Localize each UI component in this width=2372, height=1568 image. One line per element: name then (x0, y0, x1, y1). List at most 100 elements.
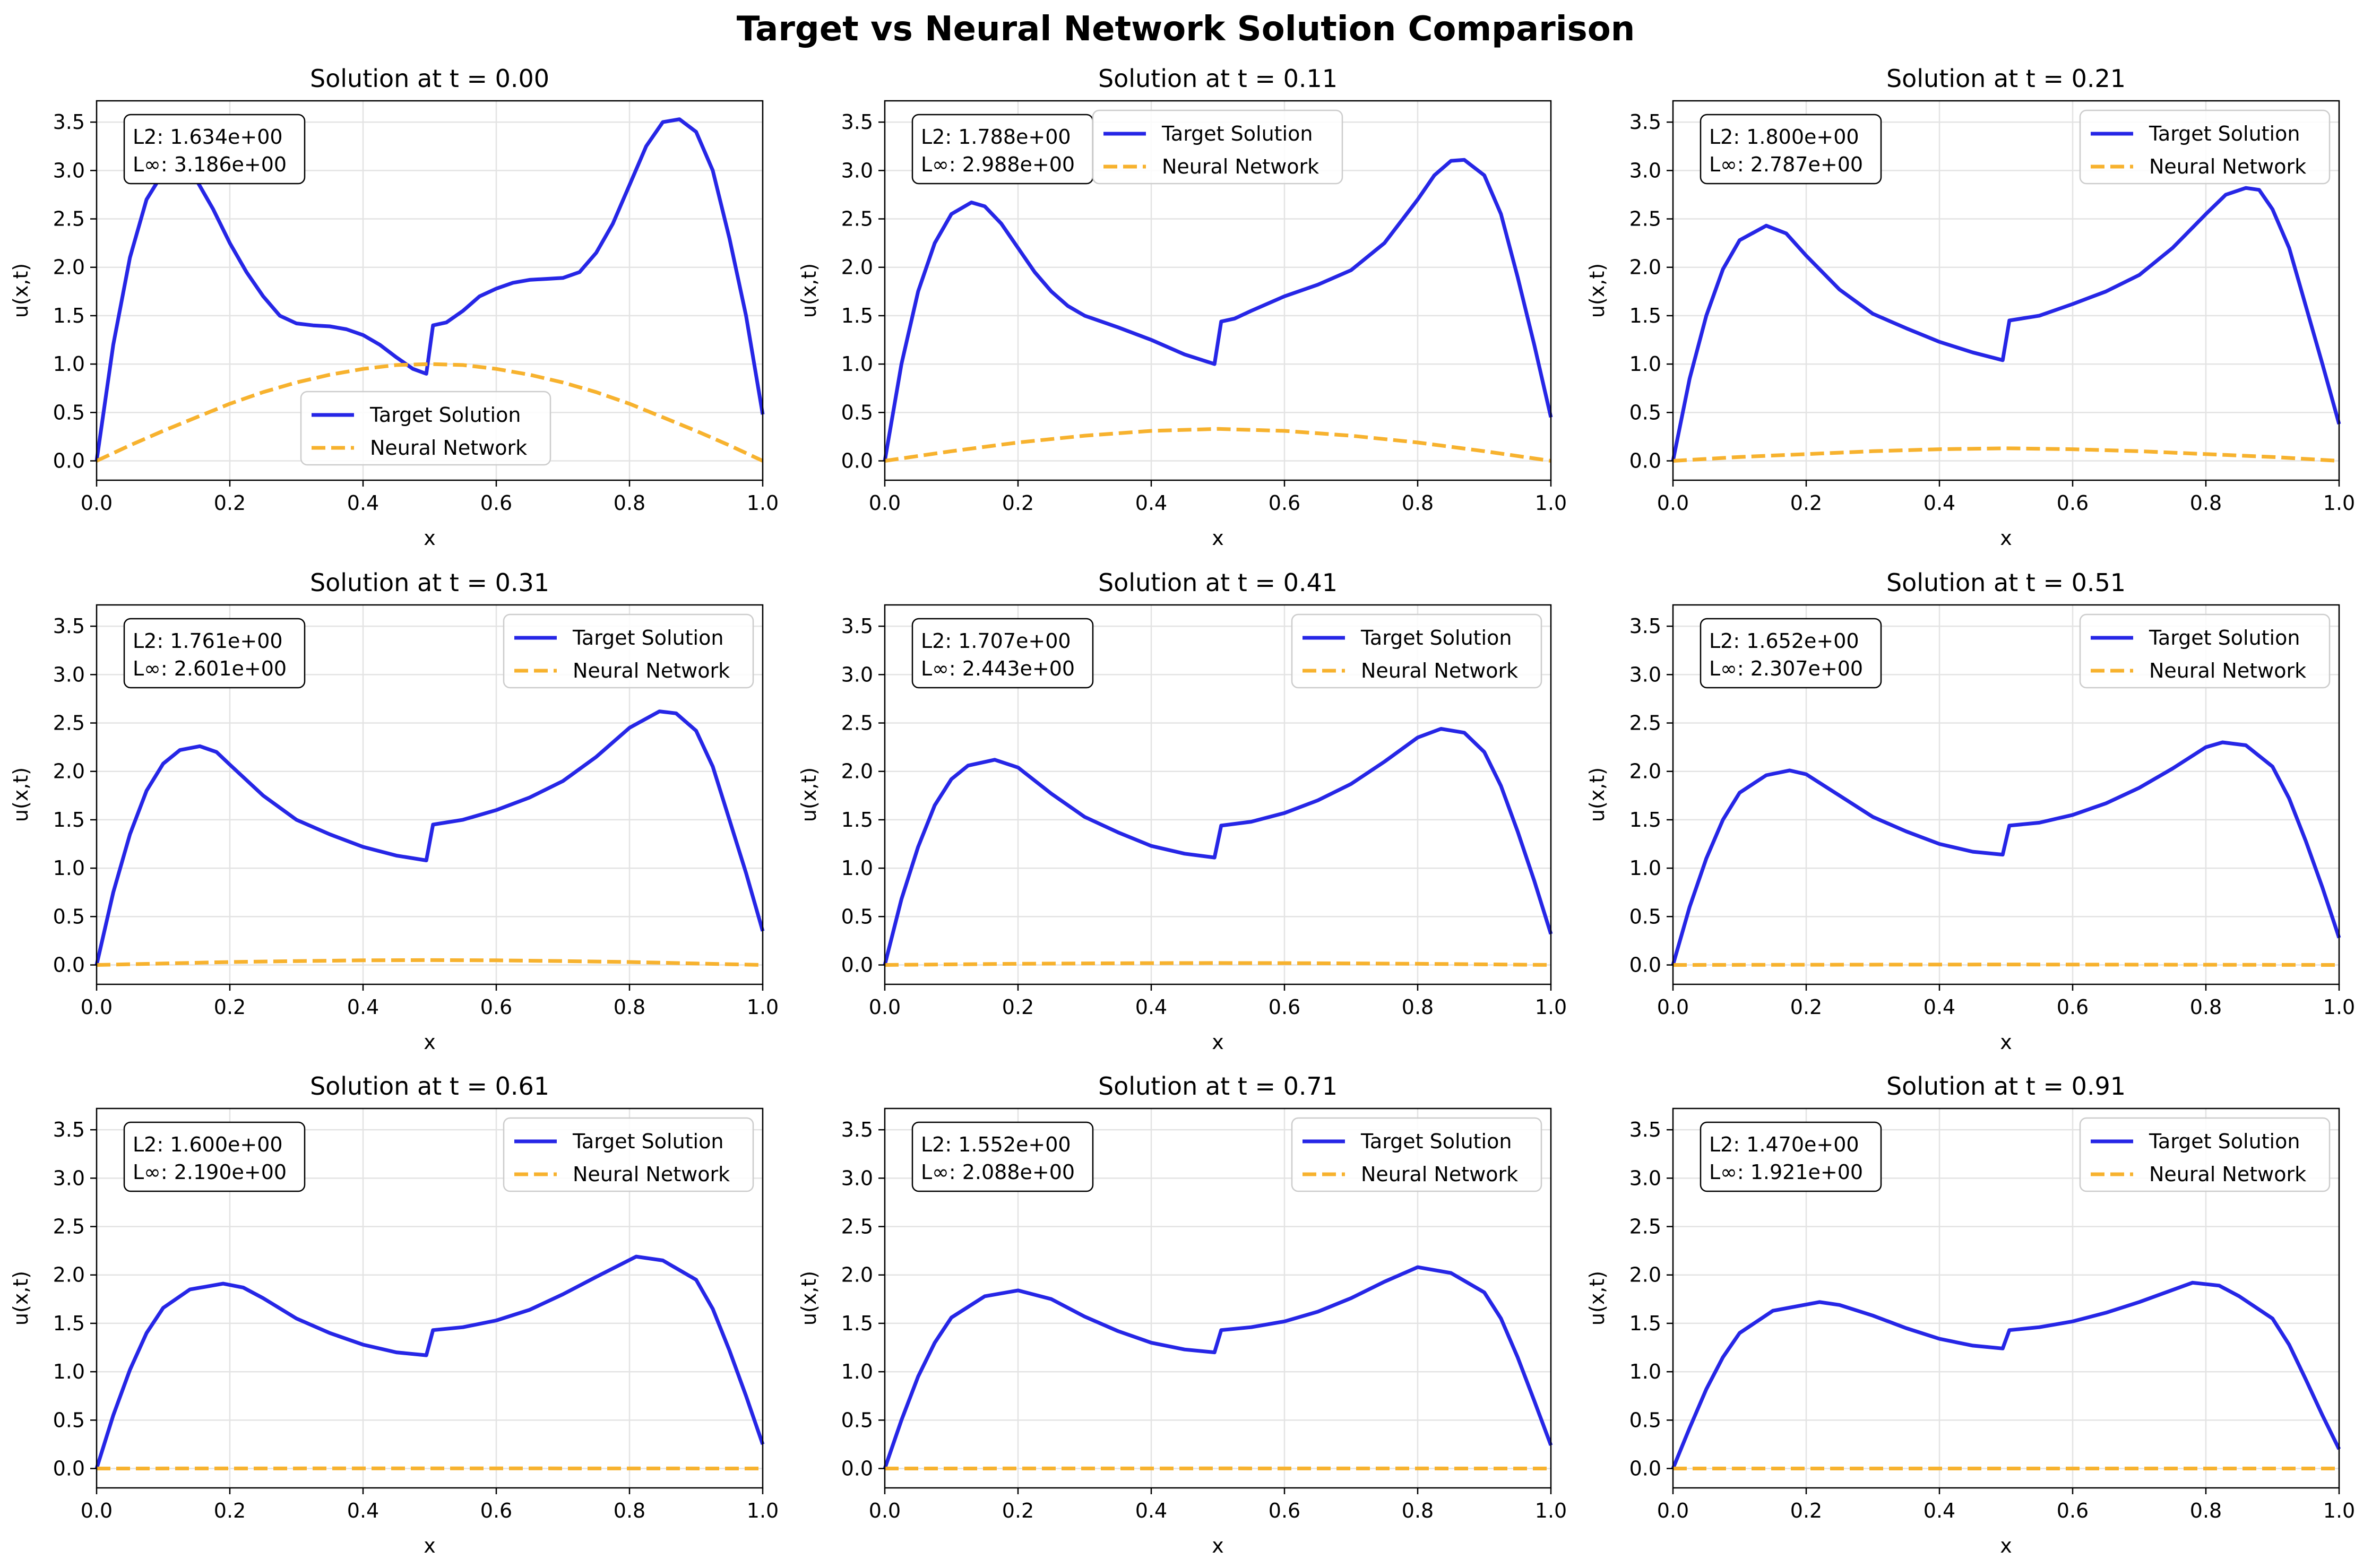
legend-frame (503, 1117, 754, 1192)
x-tick-label: 1.0 (2323, 995, 2355, 1019)
metrics-box: L2: 1.788e+00 L∞: 2.988e+00 (911, 114, 1094, 185)
x-tick-label: 0.4 (1924, 995, 1955, 1019)
x-tick-label: 1.0 (747, 995, 779, 1019)
y-tick-label: 3.5 (841, 614, 873, 638)
x-tick-label: 0.6 (2057, 995, 2089, 1019)
x-tick-label: 0.4 (347, 1499, 379, 1522)
neural-network-line (96, 958, 763, 967)
x-tick-label: 1.0 (1535, 1499, 1567, 1522)
subplot: 0.0 0.2 0.4 0.6 0.8 1.0 0.0 0.5 1.0 1.5 2.0 2.5 3.0 3… (797, 568, 1567, 1054)
metrics-box-frame (1700, 618, 1882, 689)
y-tick-label: 0.5 (841, 401, 873, 424)
x-tick-label: 1.0 (2323, 491, 2355, 515)
y-tick-label: 1.5 (1629, 1312, 1661, 1335)
subplot: 0.0 0.2 0.4 0.6 0.8 1.0 0.0 0.5 1.0 1.5 2.0 2.5 3.0 3… (1585, 64, 2355, 550)
y-tick-label: 2.5 (1629, 207, 1661, 231)
legend-frame (2079, 1117, 2331, 1192)
x-tick-label: 1.0 (2323, 1499, 2355, 1522)
y-axis-label: u(x,t) (1585, 767, 1609, 822)
subplot-title: Solution at t = 0.21 (1886, 64, 2126, 93)
legend: Target Solution Neural Network (1291, 1117, 1542, 1192)
legend-label: Neural Network (370, 436, 527, 460)
y-tick-label: 1.0 (53, 1360, 85, 1383)
legend-label: Target Solution (2149, 626, 2300, 649)
y-tick-label: 1.0 (1629, 856, 1661, 880)
x-tick-label: 0.2 (1790, 1499, 1822, 1522)
y-tick-label: 3.0 (841, 663, 873, 686)
metric-linf: L∞: 1.921e+00 (1709, 1160, 1863, 1184)
x-tick-label: 0.4 (1135, 1499, 1167, 1522)
legend: Target Solution Neural Network (2079, 1117, 2331, 1192)
y-tick-label: 0.0 (1629, 954, 1661, 977)
metrics-box-frame (123, 114, 306, 185)
x-tick-label: 0.8 (2190, 491, 2222, 515)
axes-frame (884, 1107, 1552, 1489)
y-tick-label: 0.0 (841, 449, 873, 473)
metrics-box: L2: 1.552e+00 L∞: 2.088e+00 (911, 1121, 1094, 1192)
y-tick-label: 1.0 (841, 856, 873, 880)
subplot: 0.0 0.2 0.4 0.6 0.8 1.0 0.0 0.5 1.0 1.5 2.0 2.5 3.0 3… (1585, 1072, 2355, 1557)
y-tick-label: 2.0 (1629, 760, 1661, 783)
y-tick-label: 3.5 (53, 1118, 85, 1141)
subplot-title: Solution at t = 0.71 (1098, 1072, 1338, 1101)
y-tick-label: 2.0 (53, 760, 85, 783)
y-tick-label: 1.5 (53, 304, 85, 327)
x-tick-label: 0.6 (2057, 1499, 2089, 1522)
x-axis-label: x (424, 1030, 436, 1054)
y-tick-label: 3.0 (1629, 159, 1661, 182)
x-tick-label: 1.0 (747, 1499, 779, 1522)
x-tick-label: 0.0 (1657, 1499, 1689, 1522)
x-tick-label: 0.6 (1269, 491, 1300, 515)
y-tick-label: 2.0 (841, 1263, 873, 1287)
subplot-title: Solution at t = 0.41 (1098, 568, 1338, 597)
x-axis-label: x (1212, 1534, 1224, 1557)
y-tick-label: 1.5 (841, 808, 873, 831)
y-axis-label: u(x,t) (797, 1271, 821, 1326)
x-tick-label: 0.0 (1657, 995, 1689, 1019)
y-tick-label: 0.5 (1629, 1408, 1661, 1432)
y-tick-label: 0.0 (53, 449, 85, 473)
y-tick-label: 3.5 (1629, 1118, 1661, 1141)
target-solution-line (94, 117, 765, 461)
metric-l2: L2: 1.552e+00 (921, 1133, 1071, 1156)
subplot-title: Solution at t = 0.61 (310, 1072, 549, 1101)
neural-network-line (1672, 446, 2340, 463)
target-solution-line (1671, 1280, 2341, 1469)
y-tick-label: 0.0 (53, 1457, 85, 1480)
legend: Target Solution Neural Network (300, 391, 551, 466)
legend-frame (2079, 613, 2331, 689)
y-tick-label: 2.0 (53, 256, 85, 279)
y-tick-label: 0.5 (1629, 401, 1661, 424)
axes-frame (96, 604, 764, 985)
y-tick-label: 1.5 (1629, 304, 1661, 327)
metrics-box: L2: 1.634e+00 L∞: 3.186e+00 (123, 114, 306, 185)
metrics-box-frame (911, 618, 1094, 689)
axes-frame (1672, 1107, 2340, 1489)
x-tick-label: 0.6 (480, 1499, 512, 1522)
y-tick-label: 1.0 (53, 352, 85, 376)
x-axis-label: x (424, 1534, 436, 1557)
neural-network-line (884, 427, 1551, 463)
subplot: 0.0 0.2 0.4 0.6 0.8 1.0 0.0 0.5 1.0 1.5 2.0 2.5 3.0 3… (9, 64, 779, 550)
legend-label: Neural Network (1162, 155, 1319, 178)
x-tick-label: 0.8 (2190, 995, 2222, 1019)
legend-label: Target Solution (1161, 122, 1313, 145)
y-axis-label: u(x,t) (9, 767, 32, 822)
legend: Target Solution Neural Network (503, 1117, 754, 1192)
y-tick-label: 2.5 (53, 712, 85, 735)
y-tick-label: 3.5 (841, 1118, 873, 1141)
y-tick-label: 0.5 (841, 905, 873, 928)
legend-label: Neural Network (1361, 1163, 1518, 1186)
x-axis-label: x (2000, 526, 2012, 550)
legend-frame (1291, 613, 1542, 689)
y-tick-label: 2.5 (1629, 712, 1661, 735)
axes-frame (1672, 100, 2340, 481)
metric-l2: L2: 1.800e+00 (1709, 125, 1859, 149)
x-tick-label: 0.2 (214, 491, 246, 515)
x-tick-label: 0.8 (1402, 491, 1434, 515)
y-tick-label: 2.5 (841, 712, 873, 735)
x-tick-label: 0.4 (1135, 491, 1167, 515)
metrics-box: L2: 1.800e+00 L∞: 2.787e+00 (1700, 114, 1882, 185)
y-tick-label: 3.5 (841, 110, 873, 134)
